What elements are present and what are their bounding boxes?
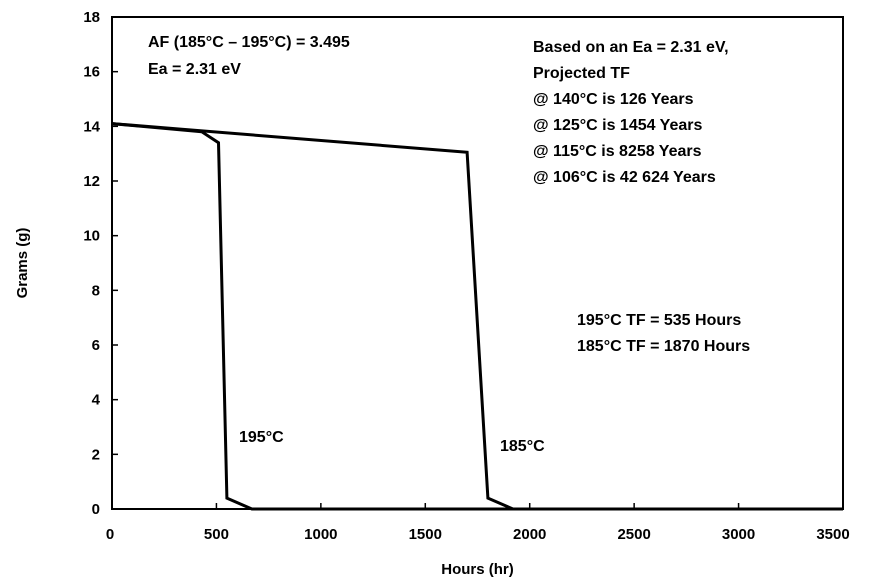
x-tick-label: 3500 xyxy=(816,526,849,543)
projection-annotation-line-4: @ 125°C is 1454 Years xyxy=(533,117,702,134)
y-tick-label: 10 xyxy=(83,228,100,245)
ea-annotation: Ea = 2.31 eV xyxy=(148,61,241,78)
series-line-185 xyxy=(111,122,843,511)
projection-annotation-line-6: @ 106°C is 42 624 Years xyxy=(533,169,716,186)
x-axis-title: Hours (hr) xyxy=(441,561,514,578)
x-tick-label: 3000 xyxy=(722,526,755,543)
projection-annotation-line-5: @ 115°C is 8258 Years xyxy=(533,143,702,160)
y-axis-title: Grams (g) xyxy=(14,228,31,299)
af-annotation: AF (185°C – 195°C) = 3.495 xyxy=(148,34,350,51)
y-tick-label: 14 xyxy=(83,118,100,135)
x-tick-label: 1000 xyxy=(304,526,337,543)
x-tick-label: 1500 xyxy=(409,526,442,543)
series-label-195: 195°C xyxy=(239,429,284,446)
series-label-185: 185°C xyxy=(500,438,545,455)
y-tick-label: 12 xyxy=(83,173,100,190)
y-tick-label: 2 xyxy=(92,446,100,463)
tf-annotation-185: 185°C TF = 1870 Hours xyxy=(577,338,750,355)
projection-annotation-line-3: @ 140°C is 126 Years xyxy=(533,91,694,108)
x-tick-label: 2500 xyxy=(617,526,650,543)
y-tick-label: 16 xyxy=(83,64,100,81)
projection-annotation-line-1: Based on an Ea = 2.31 eV, xyxy=(533,39,729,56)
tf-annotation-195: 195°C TF = 535 Hours xyxy=(577,312,741,329)
x-tick-label: 500 xyxy=(204,526,229,543)
y-tick-label: 8 xyxy=(92,282,100,299)
projection-annotation-line-2: Projected TF xyxy=(533,65,630,82)
y-tick-label: 0 xyxy=(92,501,100,518)
y-tick-label: 6 xyxy=(92,337,100,354)
y-tick-label: 4 xyxy=(92,392,101,409)
y-tick-label: 18 xyxy=(83,9,100,26)
x-tick-label: 0 xyxy=(106,526,114,543)
x-tick-label: 2000 xyxy=(513,526,546,543)
